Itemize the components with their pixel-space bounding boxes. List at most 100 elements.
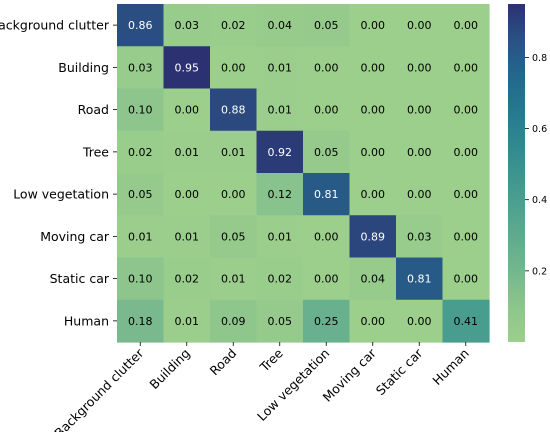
cell-value-label: 0.01 (268, 61, 293, 74)
heatmap-cell (396, 4, 444, 47)
row-label: Background clutter (0, 18, 110, 33)
cell-value-label: 0.00 (361, 61, 386, 74)
heatmap-cell (396, 130, 444, 174)
cell-value-label: 0.04 (361, 273, 386, 286)
heatmap-cell (256, 130, 304, 174)
cell-value-label: 0.00 (454, 273, 479, 286)
heatmap-cell (303, 299, 351, 343)
cell-value-label: 0.00 (361, 315, 386, 328)
row-label: Tree (82, 144, 109, 159)
heatmap-cell (303, 173, 351, 216)
cell-value-label: 0.02 (175, 273, 200, 286)
heatmap-cell (442, 4, 490, 47)
heatmap-cell (396, 215, 444, 259)
cell-value-label: 0.00 (454, 61, 479, 74)
heatmap-cell (349, 88, 397, 132)
heatmap-cell (442, 173, 490, 216)
cell-value-label: 0.00 (314, 230, 339, 243)
cell-value-label: 0.00 (407, 19, 432, 32)
cell-value-label: 0.01 (175, 146, 200, 159)
colorbar-tick-label: 0.2 (532, 266, 547, 277)
heatmap-cell (163, 257, 211, 301)
cell-value-label: 0.09 (221, 315, 246, 328)
heatmap-cell (396, 173, 444, 216)
heatmap-cell (349, 46, 397, 90)
column-label: Tree (256, 345, 286, 375)
cell-value-label: 0.00 (454, 19, 479, 32)
cell-value-label: 0.00 (454, 188, 479, 201)
cell-value-label: 0.12 (268, 188, 293, 201)
cell-value-label: 0.89 (361, 230, 386, 243)
row-label: Human (64, 313, 109, 328)
heatmap-cell (163, 130, 211, 174)
heatmap-cell (163, 215, 211, 259)
heatmap-cell (210, 88, 258, 132)
cell-value-label: 0.03 (175, 19, 200, 32)
cell-value-label: 0.10 (128, 273, 153, 286)
heatmap-cell (303, 130, 351, 174)
row-labels: Background clutter Building Road Tree Low ve… (0, 18, 117, 328)
heatmap-cell (117, 4, 165, 47)
heatmap-cell (117, 173, 165, 216)
cell-value-label: 0.00 (407, 188, 432, 201)
row-label: Moving car (40, 229, 110, 244)
column-label: Human (429, 346, 471, 388)
cell-value-label: 0.05 (268, 315, 293, 328)
heatmap-cell (349, 299, 397, 343)
cell-value-label: 0.81 (314, 188, 339, 201)
heatmap-cell (396, 88, 444, 132)
cell-value-label: 0.01 (175, 315, 200, 328)
heatmap-cell (442, 215, 490, 259)
cell-value-label: 0.81 (407, 273, 432, 286)
heatmap-cell (210, 173, 258, 216)
heatmap-cell (303, 88, 351, 132)
cell-value-label: 0.05 (314, 146, 339, 159)
cell-value-label: 0.00 (407, 104, 432, 117)
cell-value-label: 0.00 (221, 61, 246, 74)
heatmap-cell (163, 173, 211, 216)
cell-value-label: 0.02 (221, 19, 246, 32)
cell-value-label: 0.00 (407, 146, 432, 159)
colorbar-tick-label: 0.8 (532, 53, 547, 64)
heatmap-cell (303, 257, 351, 301)
heatmap-cell (396, 46, 444, 90)
heatmap-cell (256, 257, 304, 301)
cell-value-label: 0.05 (128, 188, 153, 201)
heatmap-cell (349, 215, 397, 259)
heatmap-cell (396, 299, 444, 343)
heatmap-cell (117, 215, 165, 259)
row-label: Static car (50, 271, 110, 286)
heatmap-cell (210, 215, 258, 259)
heatmap-cell (303, 46, 351, 90)
cell-value-label: 0.01 (221, 146, 246, 159)
cell-value-label: 0.02 (268, 273, 293, 286)
cell-value-label: 0.02 (128, 146, 153, 159)
heatmap-cells: 0.86 0.03 0.02 0.04 0.05 0.00 0.00 0.00 0.03 0.95… (117, 4, 490, 343)
heatmap-cell (442, 299, 490, 343)
row-label: Low vegetation (13, 187, 109, 202)
cell-value-label: 0.00 (314, 273, 339, 286)
heatmap-cell (303, 215, 351, 259)
cell-value-label: 0.04 (268, 19, 293, 32)
cell-value-label: 0.92 (268, 146, 293, 159)
cell-value-label: 0.01 (221, 273, 246, 286)
cell-value-label: 0.88 (221, 104, 246, 117)
cell-value-label: 0.00 (454, 104, 479, 117)
heatmap-cell (303, 4, 351, 47)
cell-value-label: 0.03 (128, 61, 153, 74)
heatmap-cell (442, 88, 490, 132)
cell-value-label: 0.25 (314, 315, 339, 328)
cell-value-label: 0.00 (175, 188, 200, 201)
heatmap-cell (396, 257, 444, 301)
row-label: Building (58, 60, 109, 75)
heatmap-cell (117, 46, 165, 90)
cell-value-label: 0.86 (128, 19, 153, 32)
heatmap-cell (442, 257, 490, 301)
heatmap-cell (210, 299, 258, 343)
colorbar-tick-label: 0.4 (532, 195, 547, 206)
heatmap-cell (349, 257, 397, 301)
heatmap-cell (256, 46, 304, 90)
heatmap-cell (442, 130, 490, 174)
cell-value-label: 0.00 (407, 61, 432, 74)
